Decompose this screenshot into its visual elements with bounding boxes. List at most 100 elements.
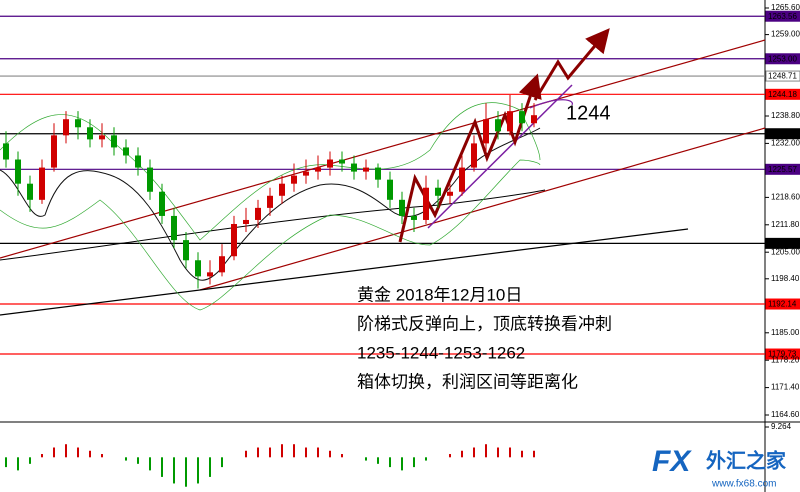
- macd-tick-label: 9.264: [771, 422, 792, 431]
- candle-body: [219, 256, 225, 273]
- candle-body: [519, 111, 525, 124]
- y-tick-label: 1218.60: [771, 193, 800, 202]
- watermark: FX 外汇之家 www.fx68.com: [652, 445, 787, 490]
- candle-body: [435, 187, 441, 196]
- candle-body: [495, 119, 501, 132]
- candle-body: [27, 183, 33, 200]
- level-label: 1253.00: [768, 54, 797, 63]
- candle-body: [483, 119, 489, 144]
- candle-body: [75, 119, 81, 128]
- level-tag: [765, 88, 800, 100]
- candle-body: [243, 219, 249, 224]
- candle-body: [339, 159, 345, 164]
- candle-body: [183, 240, 189, 261]
- price-ticks: 1265.60 1259.00 1238.80 1232.00 1218.60 1211.…: [765, 3, 800, 419]
- candle-body: [399, 199, 405, 216]
- candle-body: [123, 147, 129, 156]
- channel-lower: [199, 127, 766, 291]
- candle-body: [195, 260, 201, 277]
- bollinger-lower: [0, 159, 541, 311]
- y-tick-label: 1232.00: [771, 139, 800, 148]
- annotation: 黄金 2018年12月10日: [357, 285, 522, 304]
- y-tick-label: 1171.40: [771, 383, 800, 392]
- level-label: 1234.40: [768, 129, 797, 138]
- candle-body: [207, 272, 213, 277]
- watermark-name: 外汇之家: [706, 448, 787, 472]
- candles: [3, 95, 537, 289]
- candle-body: [171, 215, 177, 241]
- candle-body: [471, 143, 477, 168]
- candle-body: [111, 135, 117, 148]
- channel-upper: [0, 39, 766, 259]
- annotation: 阶梯式反弹向上，顶底转换看冲刺: [357, 314, 612, 333]
- candle-body: [231, 223, 237, 257]
- watermark-url: www.fx68.com: [711, 479, 776, 490]
- candle-body: [159, 191, 165, 216]
- y-tick-label: 1185.00: [771, 328, 800, 337]
- y-tick-label: 1205.00: [771, 247, 800, 256]
- level-tag: [765, 128, 800, 140]
- candle-body: [303, 171, 309, 176]
- candle-body: [99, 135, 105, 140]
- candle-body: [507, 111, 513, 132]
- y-tick-label: 1164.60: [771, 410, 800, 419]
- candle-body: [387, 179, 393, 200]
- y-tick-label: 1238.80: [771, 111, 800, 120]
- candle-body: [15, 159, 21, 184]
- level-label: 1263.56: [768, 12, 797, 21]
- candle-body: [135, 155, 141, 168]
- candle-body: [375, 167, 381, 180]
- candle-body: [351, 163, 357, 172]
- long-ma: [0, 189, 546, 261]
- candle-body: [39, 167, 45, 200]
- purple-trend: [427, 84, 573, 229]
- level-label: 1207.19: [768, 239, 797, 248]
- annotation: 箱体切换，利润区间等距离化: [357, 372, 578, 391]
- candle-body: [531, 115, 537, 124]
- level-label: 1179.73: [768, 350, 797, 359]
- candle-body: [147, 167, 153, 192]
- level-tag: [765, 163, 800, 175]
- candle-body: [315, 167, 321, 172]
- y-tick-label: 1198.40: [771, 274, 800, 283]
- y-tick-label: 1259.00: [771, 30, 800, 39]
- level-tag: [765, 298, 800, 310]
- annotation: 1235-1244-1253-1262: [357, 343, 525, 362]
- y-tick-label: 1178.20: [771, 355, 800, 364]
- y-tick-label: 1265.60: [771, 3, 800, 12]
- level-tag: [765, 237, 800, 249]
- candle-body: [423, 187, 429, 220]
- level-tag: [765, 10, 800, 22]
- level-tag: [765, 70, 800, 82]
- level-label: 1225.57: [768, 165, 797, 174]
- candle-body: [327, 159, 333, 168]
- candle-body: [411, 215, 417, 220]
- forecast-arrow: [533, 28, 610, 101]
- forecast-zigzag: [398, 73, 542, 243]
- candle-body: [363, 167, 369, 172]
- level-label: 1244.18: [768, 90, 797, 99]
- target-label: 1244: [566, 102, 611, 124]
- candle-body: [459, 167, 465, 192]
- candle-body: [51, 135, 57, 168]
- candle-body: [87, 127, 93, 140]
- macd-panel: 9.264: [5, 422, 792, 487]
- candle-body: [63, 119, 69, 136]
- levels: 1263.56 1253.00 1248.71 1244.18 1234.40 1225.…: [0, 10, 800, 360]
- candle-body: [3, 143, 9, 160]
- watermark-logo: FX: [652, 445, 692, 478]
- level-label: 1248.71: [768, 72, 797, 81]
- candle-body: [255, 207, 261, 220]
- candle-body: [279, 183, 285, 196]
- candle-body: [447, 191, 453, 196]
- bollinger-upper: [0, 102, 541, 241]
- purple-arc: [529, 99, 573, 109]
- level-tag: [765, 348, 800, 360]
- candle-body: [291, 175, 297, 184]
- support-line: [0, 228, 689, 316]
- level-label: 1192.14: [768, 300, 797, 309]
- candle-body: [267, 195, 273, 208]
- level-tag: [765, 53, 800, 65]
